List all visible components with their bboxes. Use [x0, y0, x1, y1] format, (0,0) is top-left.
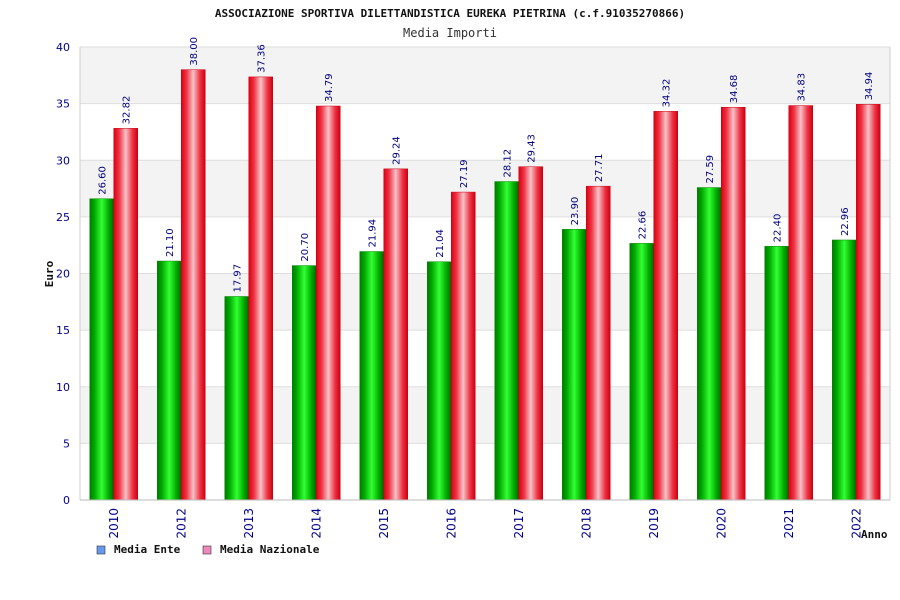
data-label-media-nazionale-2020: 34.68	[729, 75, 740, 104]
x-tick-label-2018: 2018	[579, 508, 593, 539]
bar-media-nazionale-2021	[788, 105, 813, 501]
bar-media-ente-2013	[224, 296, 249, 501]
x-tick-label-2022: 2022	[849, 508, 863, 539]
y-tick-label: 15	[56, 324, 70, 337]
y-tick-label: 5	[63, 437, 70, 450]
bar-media-nazionale-2019	[653, 111, 678, 501]
x-tick-label-2017: 2017	[512, 508, 526, 539]
x-tick-label-2021: 2021	[782, 508, 796, 539]
data-label-media-ente-2016: 21.04	[435, 229, 446, 258]
y-tick-label: 40	[56, 41, 70, 54]
bar-media-nazionale-2017	[518, 166, 543, 501]
chart-subtitle: Media Importi	[403, 26, 497, 40]
data-label-media-nazionale-2019: 34.32	[662, 79, 673, 108]
plot-band	[80, 386, 890, 444]
bar-media-ente-2014	[292, 265, 317, 501]
plot-band	[80, 273, 890, 331]
y-tick-label: 25	[56, 211, 70, 224]
data-label-media-nazionale-2012: 38.00	[189, 37, 200, 66]
axes	[79, 47, 891, 501]
data-label-media-nazionale-2013: 37.36	[257, 44, 268, 73]
data-label-media-ente-2017: 28.12	[503, 149, 514, 178]
x-tick-label-2019: 2019	[647, 508, 661, 539]
y-tick-label: 0	[63, 494, 70, 507]
data-label-media-nazionale-2010: 32.82	[122, 96, 133, 125]
bar-media-ente-2010	[89, 198, 114, 501]
data-label-media-nazionale-2014: 34.79	[324, 73, 335, 102]
tick-labels: 0 5 10 15 20 25 30 35 40 2010 2012 2013 2014 2015 2016…	[56, 41, 863, 539]
y-tick-label: 10	[56, 381, 70, 394]
bar-media-ente-2019	[629, 243, 654, 501]
bar-media-nazionale-2012	[181, 69, 206, 501]
bar-media-ente-2022	[832, 239, 857, 501]
bar-media-ente-2020	[697, 187, 722, 501]
x-tick-label-2010: 2010	[107, 508, 121, 539]
x-tick-label-2015: 2015	[377, 508, 391, 539]
y-tick-label: 30	[56, 154, 70, 167]
data-label-media-ente-2021: 22.40	[773, 214, 784, 243]
bar-media-nazionale-2016	[451, 191, 476, 501]
bar-media-ente-2012	[157, 260, 182, 501]
data-label-media-ente-2010: 26.60	[98, 166, 109, 195]
legend-swatch-media-ente	[96, 545, 106, 555]
data-label-media-ente-2020: 27.59	[705, 155, 716, 184]
bar-media-nazionale-2022	[856, 104, 881, 501]
data-label-media-ente-2014: 20.70	[300, 233, 311, 262]
data-label-media-ente-2015: 21.94	[368, 219, 379, 248]
y-tick-label: 35	[56, 98, 70, 111]
plot-band	[80, 216, 890, 274]
bar-media-ente-2016	[427, 261, 452, 501]
bar-media-ente-2021	[764, 246, 789, 501]
data-label-media-ente-2019: 22.66	[638, 211, 649, 240]
plot-band	[80, 160, 890, 217]
y-axis-label: Euro	[43, 260, 56, 287]
x-axis-label: Anno	[861, 528, 888, 541]
x-tick-label-2020: 2020	[714, 508, 728, 539]
data-label-media-ente-2013: 17.97	[233, 264, 244, 293]
data-label-media-nazionale-2021: 34.83	[797, 73, 808, 102]
data-label-media-nazionale-2022: 34.94	[864, 72, 875, 101]
data-label-media-ente-2012: 21.10	[165, 228, 176, 257]
plot-band	[80, 443, 890, 500]
bar-media-nazionale-2015	[383, 168, 408, 501]
plot-band	[80, 103, 890, 161]
legend-label-media-nazionale: Media Nazionale	[220, 543, 320, 556]
bar-media-ente-2018	[562, 229, 587, 501]
bar-media-nazionale-2020	[721, 106, 746, 501]
bar-media-nazionale-2013	[248, 76, 273, 501]
bar-media-ente-2015	[359, 251, 384, 501]
bar-media-nazionale-2010	[113, 128, 138, 501]
chart-title: ASSOCIAZIONE SPORTIVA DILETTANDISTICA EU…	[215, 7, 685, 20]
x-tick-label-2014: 2014	[309, 508, 323, 539]
data-label-media-nazionale-2018: 27.71	[594, 154, 605, 183]
legend-label-media-ente: Media Ente	[114, 543, 181, 556]
x-tick-label-2016: 2016	[444, 508, 458, 539]
plot-background	[80, 47, 890, 500]
bar-media-nazionale-2014	[316, 105, 341, 501]
plot-band	[80, 330, 890, 387]
y-tick-label: 20	[56, 268, 70, 281]
bar-media-ente-2017	[494, 181, 519, 501]
data-label-media-nazionale-2017: 29.43	[527, 134, 538, 163]
data-label-media-ente-2022: 22.96	[840, 207, 851, 236]
data-labels: 26.60 32.82 21.10 38.00 17.97 37.36 20.70 34.79…	[98, 37, 876, 292]
data-label-media-nazionale-2016: 27.19	[459, 159, 470, 188]
x-tick-label-2013: 2013	[242, 508, 256, 539]
plot-band	[80, 47, 890, 104]
data-label-media-nazionale-2015: 29.24	[392, 136, 403, 165]
bar-series	[89, 69, 881, 501]
data-label-media-ente-2018: 23.90	[570, 197, 581, 226]
legend: Media Ente Media Nazionale	[96, 543, 320, 556]
legend-swatch-media-nazionale	[202, 545, 212, 555]
bar-media-nazionale-2018	[586, 185, 611, 501]
x-tick-label-2012: 2012	[174, 508, 188, 539]
